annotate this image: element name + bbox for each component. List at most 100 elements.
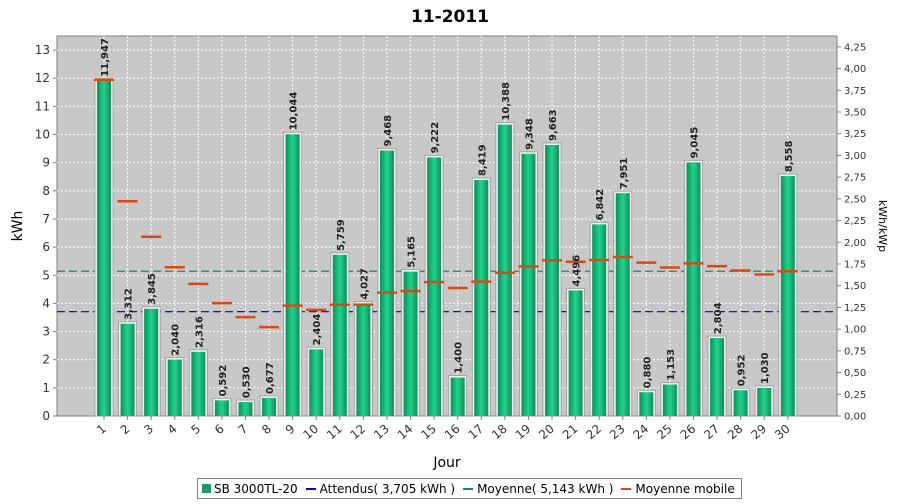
bar-value-label: 2,040 xyxy=(171,324,182,356)
x-tick-label: 6 xyxy=(212,422,227,438)
legend-item-expected: Attendus( 3,705 kWh ) xyxy=(305,482,455,496)
bar-value-label: 7,951 xyxy=(619,158,630,190)
bar xyxy=(403,271,418,416)
bar xyxy=(379,150,394,416)
y2-tick-label: 0,75 xyxy=(844,346,866,357)
bar-value-label: 9,222 xyxy=(430,122,441,154)
y2-tick-label: 3,75 xyxy=(844,86,866,97)
y2-tick-label: 2,25 xyxy=(844,216,866,227)
bar-value-label: 2,404 xyxy=(312,314,323,346)
y2-tick-label: 1,00 xyxy=(844,325,866,336)
y2-tick-label: 0,25 xyxy=(844,390,866,401)
y2-tick-label: 3,50 xyxy=(844,108,866,119)
x-tick-label: 5 xyxy=(188,422,203,438)
bar xyxy=(356,303,371,416)
legend-swatch-expected xyxy=(305,487,316,490)
bar xyxy=(497,124,512,416)
bar-value-label: 10,388 xyxy=(501,82,512,121)
bar xyxy=(332,254,347,416)
bar-value-label: 5,165 xyxy=(407,236,418,268)
bar xyxy=(639,392,654,416)
y2-tick-label: 2,75 xyxy=(844,173,866,184)
bar xyxy=(662,384,677,416)
x-tick-label: 28 xyxy=(725,422,746,443)
x-tick-label: 30 xyxy=(772,422,793,443)
x-tick-label: 7 xyxy=(236,422,251,438)
bar xyxy=(214,400,229,416)
bars xyxy=(94,78,798,417)
bar xyxy=(568,290,583,416)
y2-tick-label: 2,50 xyxy=(844,194,866,205)
bar-value-label: 3,312 xyxy=(124,288,135,320)
bar-value-label: 3,845 xyxy=(147,273,158,305)
x-tick-label: 2 xyxy=(118,422,133,438)
bar-value-label: 0,592 xyxy=(218,365,229,397)
y-tick-label: 10 xyxy=(35,128,50,142)
bar xyxy=(521,153,536,417)
bar xyxy=(545,145,560,416)
x-tick-label: 21 xyxy=(560,422,581,443)
y-tick-label: 6 xyxy=(42,240,50,254)
x-tick-label: 12 xyxy=(348,422,369,443)
legend-label-average: Moyenne( 5,143 kWh ) xyxy=(477,481,614,496)
x-tick-label: 11 xyxy=(324,422,345,443)
bar-value-label: 0,530 xyxy=(241,366,252,398)
moving-average-marks xyxy=(94,78,798,329)
bar xyxy=(167,359,182,416)
x-tick-label: 29 xyxy=(748,422,769,443)
bar xyxy=(474,180,489,416)
bar-value-label: 8,558 xyxy=(784,140,795,172)
x-tick-label: 8 xyxy=(259,422,274,438)
reference-lines xyxy=(57,270,837,313)
bar-value-label: 2,316 xyxy=(194,316,205,348)
x-tick-label: 10 xyxy=(300,422,321,443)
x-tick-label: 4 xyxy=(165,422,180,438)
bar xyxy=(780,176,795,416)
y-axis-label: kWh xyxy=(10,211,26,242)
bar-value-label: 6,842 xyxy=(595,189,606,221)
y-tick-label: 9 xyxy=(42,156,50,170)
bar xyxy=(309,349,324,416)
x-tick-label: 24 xyxy=(631,422,652,443)
y-tick-label: 8 xyxy=(42,184,50,198)
x-tick-label: 13 xyxy=(371,422,392,443)
legend-item-production: SB 3000TL-20 xyxy=(202,482,298,496)
y-tick-label: 3 xyxy=(42,325,50,339)
bar xyxy=(757,388,772,416)
bar-value-label: 0,880 xyxy=(642,357,653,389)
x-tick-label: 18 xyxy=(489,422,510,443)
y2-tick-label: 3,25 xyxy=(844,129,866,140)
bar-value-label: 4,027 xyxy=(359,268,370,300)
y2-tick-label: 1,75 xyxy=(844,260,866,271)
bar-value-label: 1,153 xyxy=(666,349,677,381)
y2-tick-label: 4,00 xyxy=(844,64,866,75)
bar-value-label: 0,952 xyxy=(737,355,748,387)
x-tick-label: 20 xyxy=(536,422,557,443)
y-tick-label: 11 xyxy=(35,99,50,113)
y-tick-label: 1 xyxy=(42,381,50,395)
x-tick-label: 3 xyxy=(141,422,156,438)
bar-value-label: 8,419 xyxy=(477,144,488,176)
bar-value-label: 10,044 xyxy=(289,92,300,131)
bar xyxy=(733,390,748,416)
bar xyxy=(285,134,300,416)
bar xyxy=(450,377,465,416)
bar-value-label: 0,677 xyxy=(265,362,276,394)
bar xyxy=(710,338,725,416)
y2-tick-label: 1,25 xyxy=(844,303,866,314)
bar-value-label: 1,030 xyxy=(760,352,771,384)
bar-value-label: 9,468 xyxy=(383,115,394,147)
x-axis-label: Jour xyxy=(432,455,461,471)
x-tick-label: 27 xyxy=(701,422,722,443)
x-tick-label: 25 xyxy=(654,422,675,443)
x-tick-label: 14 xyxy=(395,422,416,443)
chart-title: 11-2011 xyxy=(411,7,489,27)
y2-tick-label: 1,50 xyxy=(844,281,866,292)
legend-label-moving-average: Moyenne mobile xyxy=(635,481,735,496)
y-tick-label: 4 xyxy=(42,296,50,310)
y-tick-label: 7 xyxy=(42,212,50,226)
legend-swatch-average xyxy=(463,487,474,490)
y-tick-label: 13 xyxy=(35,43,50,57)
bar-value-label: 9,663 xyxy=(548,109,559,141)
